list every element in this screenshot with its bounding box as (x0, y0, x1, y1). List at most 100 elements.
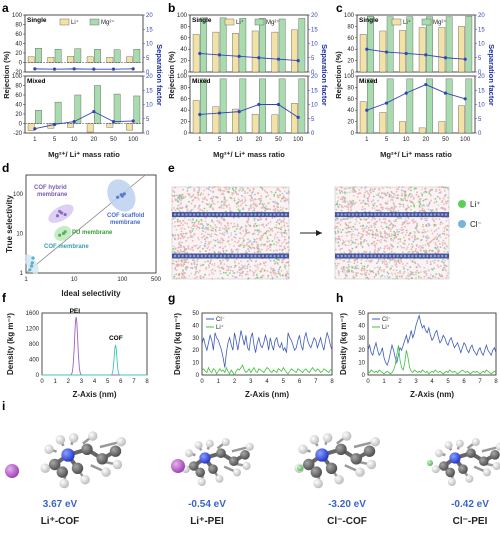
molecule (350, 228, 353, 231)
molecule (351, 203, 353, 206)
carbon-atom (363, 445, 376, 457)
molecule (222, 189, 224, 192)
carbon-atom (303, 458, 315, 471)
molecule (399, 205, 401, 208)
molecule (445, 233, 448, 236)
molecule (208, 273, 211, 276)
molecule (233, 230, 236, 233)
molecule (415, 276, 417, 279)
molecule (234, 240, 237, 243)
molecule (252, 274, 255, 277)
molecule (197, 237, 200, 239)
molecule (203, 198, 206, 201)
molecule (234, 225, 237, 228)
molecule (409, 266, 411, 269)
molecule (368, 221, 371, 224)
molecule (274, 191, 277, 194)
molecule (364, 272, 366, 275)
molecule (381, 274, 384, 277)
molecule (253, 232, 256, 235)
molecule (257, 245, 260, 248)
molecule (243, 201, 246, 204)
y-tick-label: 0 (184, 70, 188, 76)
molecule (223, 263, 226, 265)
molecule (237, 201, 240, 204)
molecule (338, 221, 340, 224)
molecule (348, 270, 350, 272)
molecule (445, 219, 448, 222)
molecule (412, 196, 415, 199)
molecule (244, 251, 247, 254)
li-bar (67, 123, 74, 128)
hydrogen-atom (80, 474, 90, 485)
molecule (340, 220, 342, 222)
legend-mg-swatch (421, 18, 432, 26)
molecule (402, 203, 405, 206)
molecule (370, 191, 372, 194)
molecule (233, 189, 235, 192)
separation-point (365, 108, 369, 112)
molecule (260, 200, 262, 203)
molecule (213, 203, 216, 206)
molecule (358, 199, 361, 202)
molecule (194, 196, 196, 199)
molecule (174, 221, 176, 223)
molecule (189, 219, 192, 221)
membrane-atom (208, 254, 211, 258)
molecule (242, 271, 244, 273)
molecule (346, 200, 349, 203)
molecule (173, 225, 176, 228)
membrane-atom (273, 254, 276, 258)
molecule (231, 270, 234, 272)
molecule (247, 248, 250, 251)
molecule (380, 269, 383, 272)
molecule (366, 232, 369, 235)
molecule (376, 233, 379, 235)
legend-mg-swatch (89, 18, 100, 26)
molecule (381, 197, 384, 200)
molecule (280, 245, 282, 248)
molecule (239, 209, 241, 212)
mg-bar (219, 17, 227, 73)
molecule (357, 232, 360, 235)
molecule (336, 203, 338, 206)
separation-point (33, 67, 37, 71)
molecule (338, 203, 341, 206)
molecule (244, 267, 247, 270)
molecule (383, 251, 386, 253)
molecule (252, 209, 254, 212)
molecule (433, 237, 436, 240)
molecule (207, 223, 210, 226)
y-tick-label: 60 (180, 97, 187, 103)
molecule (176, 263, 178, 266)
molecule (206, 247, 209, 250)
y-tick-label: 20 (358, 348, 365, 354)
molecule (389, 230, 392, 233)
molecule (440, 186, 443, 188)
molecule (279, 206, 282, 209)
molecule (342, 196, 345, 199)
molecule (386, 207, 389, 210)
molecule (351, 247, 354, 250)
molecule (220, 222, 223, 225)
molecule (400, 226, 403, 229)
y-tick-label: 80 (180, 24, 187, 30)
molecule (194, 266, 196, 269)
panel-label-f: f (2, 291, 7, 305)
molecule (349, 217, 352, 220)
molecule (410, 205, 412, 208)
molecule (340, 209, 343, 212)
molecule (429, 188, 432, 191)
molecule (245, 243, 248, 246)
y-tick-label: -20 (13, 70, 22, 76)
molecule (387, 228, 390, 230)
molecule (172, 218, 175, 220)
molecule (251, 243, 253, 246)
molecule (335, 208, 338, 211)
molecule (442, 269, 444, 271)
molecule (263, 207, 265, 209)
membrane-atom (366, 254, 369, 258)
mg-bar (259, 78, 266, 134)
molecule (393, 205, 396, 207)
molecule (275, 241, 278, 243)
